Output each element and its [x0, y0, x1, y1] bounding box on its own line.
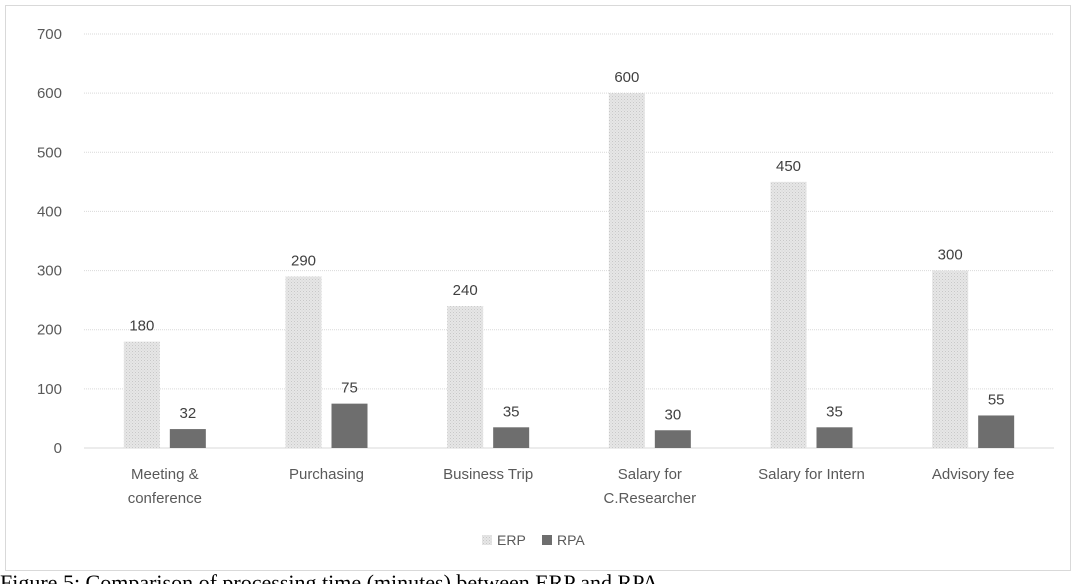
data-label-erp: 290: [291, 252, 316, 269]
x-category-label: conference: [128, 490, 202, 507]
y-tick-label: 300: [37, 263, 62, 280]
bar-erp: [285, 276, 322, 448]
figure-caption: Figure 5: Comparison of processing time …: [0, 570, 659, 584]
bar-erp: [932, 270, 969, 448]
y-tick-label: 100: [37, 381, 62, 398]
bar-erp: [608, 93, 645, 449]
bar-rpa: [978, 415, 1015, 448]
y-tick-label: 0: [54, 440, 62, 457]
bar-erp: [447, 306, 484, 448]
data-label-rpa: 30: [664, 406, 681, 423]
bar-rpa: [169, 429, 206, 448]
data-label-erp: 180: [129, 318, 154, 335]
legend-swatch-rpa: [542, 535, 552, 545]
data-label-erp: 600: [614, 69, 639, 86]
data-label-erp: 300: [938, 247, 963, 264]
bar-rpa: [816, 427, 853, 448]
data-label-rpa: 35: [503, 403, 520, 420]
bar-erp: [770, 181, 807, 448]
y-tick-label: 400: [37, 203, 62, 220]
x-category-label: Advisory fee: [932, 466, 1015, 483]
legend-label-rpa: RPA: [557, 532, 585, 548]
x-category-label: Salary for: [618, 466, 682, 483]
bar-rpa: [331, 403, 368, 448]
data-label-erp: 450: [776, 158, 801, 175]
x-category-label: Purchasing: [289, 466, 364, 483]
y-tick-label: 700: [37, 26, 62, 43]
data-label-rpa: 75: [341, 380, 358, 397]
y-tick-label: 600: [37, 85, 62, 102]
bar-erp: [123, 341, 160, 448]
y-tick-label: 200: [37, 322, 62, 339]
x-category-label: Meeting &: [131, 466, 199, 483]
y-tick-label: 500: [37, 144, 62, 161]
data-label-erp: 240: [453, 282, 478, 299]
x-category-label: C.Researcher: [604, 490, 697, 507]
data-label-rpa: 35: [826, 403, 843, 420]
legend-label-erp: ERP: [497, 532, 526, 548]
chart-frame: 0 100 200 300 400 500 600 700 180 32 Meeting & conf…: [5, 5, 1071, 571]
bar-rpa: [654, 430, 691, 448]
data-label-rpa: 32: [179, 405, 196, 422]
bar-chart: 0 100 200 300 400 500 600 700 180 32 Meeting & conf…: [37, 26, 1054, 548]
legend-swatch-erp: [482, 535, 492, 545]
data-label-rpa: 55: [988, 391, 1005, 408]
x-category-label: Salary for Intern: [758, 466, 865, 483]
bar-rpa: [493, 427, 530, 448]
x-category-label: Business Trip: [443, 466, 533, 483]
